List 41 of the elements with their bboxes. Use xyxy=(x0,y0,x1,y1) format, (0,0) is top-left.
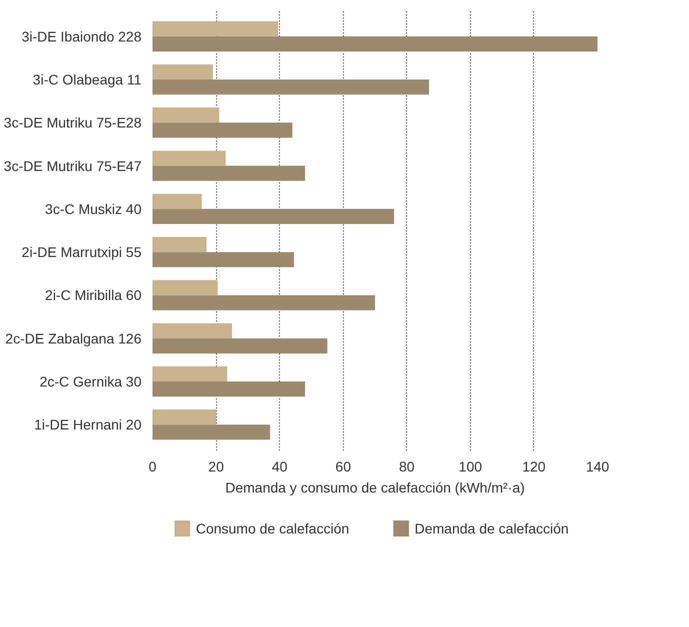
bar xyxy=(152,80,430,95)
x-tick-label: 40 xyxy=(272,458,288,474)
x-tick-label: 140 xyxy=(586,458,610,474)
y-tick-label: 2c-C Gernika 30 xyxy=(40,373,142,390)
legend-label: Demanda de calefacción xyxy=(414,520,569,536)
legend-label: Consumo de calefacción xyxy=(196,520,350,536)
bar xyxy=(152,338,328,354)
x-tick-label: 60 xyxy=(335,458,352,474)
bar xyxy=(152,36,598,52)
y-tick-label: 3i-DE Ibaiondo 228 xyxy=(22,28,142,44)
bar xyxy=(152,166,306,181)
y-tick-label: 3i-C Olabeaga 11 xyxy=(32,72,142,88)
y-tick-label: 1i-DE Hernani 20 xyxy=(34,416,142,433)
y-tick-label: 2i-C Miribilla 60 xyxy=(45,287,142,304)
y-tick-label: 3c-C Muskiz 40 xyxy=(45,200,142,217)
bar xyxy=(152,323,232,338)
y-tick-label: 2c-DE Zabalgana 126 xyxy=(5,330,142,346)
y-tick-label: 3c-DE Mutriku 75-E47 xyxy=(4,158,142,174)
bar xyxy=(152,424,270,440)
y-tick-label: 3c-DE Mutriku 75-E28 xyxy=(4,114,142,131)
bar xyxy=(152,108,220,123)
x-tick-label: 100 xyxy=(458,458,482,474)
bar xyxy=(152,21,278,36)
bar xyxy=(152,366,228,382)
bar xyxy=(152,122,292,138)
bar xyxy=(152,252,294,268)
x-tick-label: 0 xyxy=(148,458,157,474)
bar xyxy=(152,236,207,252)
bar xyxy=(152,381,306,397)
bar xyxy=(152,410,216,425)
bar xyxy=(152,150,226,166)
x-tick-label: 20 xyxy=(208,458,224,474)
bar xyxy=(152,64,213,80)
y-tick-label: 2i-DE Marrutxipi 55 xyxy=(22,244,142,260)
bar xyxy=(152,194,202,209)
x-tick-label: 120 xyxy=(522,458,546,474)
bar xyxy=(152,208,394,224)
bar xyxy=(152,280,218,296)
x-tick-label: 80 xyxy=(399,458,415,474)
x-axis-title: Demanda y consumo de calefacción (kWh/m²·a) xyxy=(225,480,525,496)
bar xyxy=(152,295,375,310)
